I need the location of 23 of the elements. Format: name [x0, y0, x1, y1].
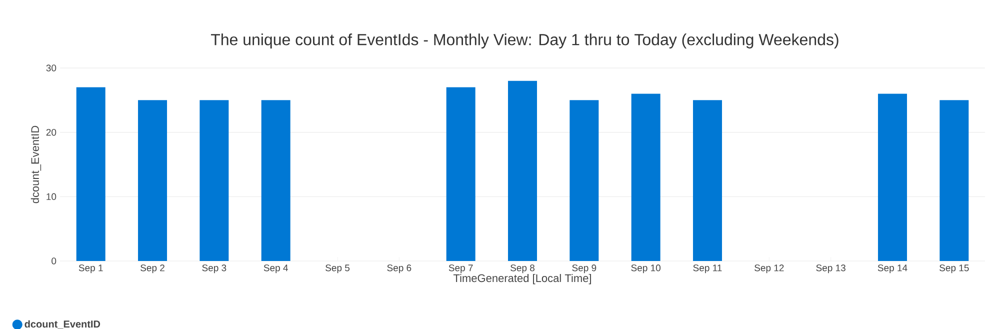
- x-tick-label: Sep 3: [202, 264, 226, 274]
- legend-label: dcount_EventID: [24, 320, 100, 329]
- y-tick-label: 20: [46, 128, 56, 136]
- chart-title: The unique count of EventIds - Monthly View: Day 1 thru to Today (excluding Weekends): [210, 34, 838, 48]
- x-tick-label: Sep 6: [387, 264, 412, 274]
- y-tick-label: 0: [52, 258, 56, 264]
- y-tick-label: 30: [46, 64, 56, 72]
- x-tick-label: Sep 7: [448, 264, 473, 274]
- x-tick-label: Sep 14: [878, 264, 908, 274]
- x-tick-label: Sep 4: [264, 264, 288, 274]
- x-tick-label: Sep 9: [572, 264, 596, 274]
- x-tick-label: Sep 13: [816, 264, 846, 274]
- x-axis-title: TimeGenerated [Local Time]: [453, 274, 591, 284]
- x-tick-label: Sep 10: [631, 264, 660, 274]
- y-axis-title: dcount_EventID: [30, 126, 42, 204]
- x-tick-label: Sep 1: [78, 264, 103, 274]
- y-tick-label: 10: [46, 193, 56, 200]
- x-tick-label: Sep 2: [140, 264, 164, 274]
- x-tick-label: Sep 11: [693, 264, 722, 274]
- x-tick-label: Sep 12: [754, 264, 784, 274]
- x-tick-label: Sep 8: [510, 264, 534, 274]
- x-tick-label: Sep 5: [326, 264, 350, 274]
- x-tick-label: Sep 15: [940, 264, 969, 274]
